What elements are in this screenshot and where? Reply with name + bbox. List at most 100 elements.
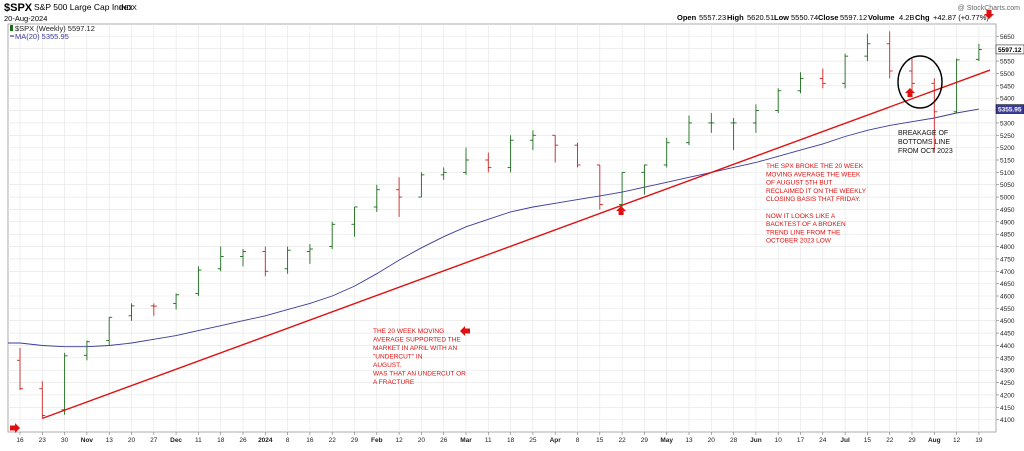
annotation-line: A FRACTURE bbox=[373, 379, 415, 386]
y-tick-label: 4250 bbox=[1000, 380, 1015, 387]
ohlc-bar bbox=[284, 246, 291, 274]
low-value: 5550.74 bbox=[791, 13, 818, 22]
y-tick-label: 4200 bbox=[1000, 392, 1015, 399]
ohlc-bar bbox=[217, 246, 224, 272]
annotation-line: MARKET IN APRIL WITH AN bbox=[373, 345, 457, 352]
price-tag-box bbox=[995, 104, 1024, 114]
x-tick-label: 20 bbox=[128, 437, 136, 444]
legend-ma: MA(20) 5355.95 bbox=[15, 32, 69, 41]
ohlc-bar bbox=[686, 115, 692, 146]
annotation-line: AUGUST. bbox=[373, 362, 401, 369]
ohlc-bar bbox=[641, 164, 648, 195]
annotation-line: MOVING AVERAGE THE WEEK bbox=[766, 171, 861, 178]
annotation-line: BREAKAGE OF bbox=[898, 130, 948, 137]
x-tick-label: Jul bbox=[840, 437, 850, 444]
x-tick-label: 8 bbox=[576, 437, 580, 444]
annotation-line: AVERAGE SUPPORTED THE bbox=[373, 337, 461, 344]
annotation-line: RECLAIMED IT ON THE WEEKLY bbox=[766, 188, 867, 195]
y-tick-label: 4100 bbox=[1000, 417, 1015, 424]
ohlc-bar bbox=[574, 142, 581, 168]
x-tick-label: 16 bbox=[16, 437, 24, 444]
y-axis: 4100 4150 4200 4250 4300 4350 4400 4450 4500 4550… bbox=[996, 34, 1015, 424]
annotation-line: OCTOBER 2023 LOW bbox=[766, 238, 832, 245]
x-tick-label: 12 bbox=[395, 437, 403, 444]
trend-line-group bbox=[42, 69, 991, 420]
ohlc-bar bbox=[173, 293, 180, 310]
ohlc-bar bbox=[797, 72, 804, 94]
x-tick-label: 26 bbox=[440, 437, 448, 444]
ohlc-bar bbox=[373, 184, 380, 212]
ohlc-summary: Open 5557.23 High 5620.51 Low 5550.74 Cl… bbox=[677, 13, 989, 22]
breakdown-circle bbox=[897, 55, 943, 109]
volume-value: 4.2B bbox=[899, 13, 914, 22]
price-tag-label: 5597.12 bbox=[998, 47, 1022, 54]
x-tick-label: Feb bbox=[371, 437, 383, 444]
low-label: Low bbox=[774, 13, 789, 22]
plot-frame bbox=[7, 23, 997, 433]
annotation-line: BACKTEST OF A BROKEN bbox=[766, 221, 846, 228]
x-tick-label: Dec bbox=[170, 437, 182, 444]
ohlc-bar bbox=[195, 266, 202, 296]
y-tick-label: 4550 bbox=[1000, 306, 1015, 313]
x-tick-label: 8 bbox=[286, 437, 290, 444]
ohlc-bar bbox=[775, 88, 782, 114]
index-name: S&P 500 Large Cap Index bbox=[34, 2, 133, 12]
x-tick-label: 22 bbox=[886, 437, 894, 444]
x-tick-label: 15 bbox=[596, 437, 604, 444]
x-tick-label: Jun bbox=[750, 437, 762, 444]
price-tags: 5597.12 5355.95 bbox=[995, 44, 1024, 114]
chg-value: +42.87 (+0.77%) bbox=[933, 13, 989, 22]
ohlc-bar bbox=[106, 316, 113, 346]
ohlc-bar bbox=[864, 33, 871, 62]
annotation-line: THE 20 WEEK MOVING bbox=[373, 328, 444, 335]
x-tick-label: Mar bbox=[460, 437, 472, 444]
ohlc-bar bbox=[262, 246, 269, 277]
ohlc-bar bbox=[150, 303, 157, 316]
x-tick-label: 16 bbox=[306, 437, 314, 444]
x-tick-label: 12 bbox=[953, 437, 961, 444]
x-tick-label: Nov bbox=[81, 437, 94, 444]
date-label: 20-Aug-2024 bbox=[4, 14, 47, 23]
ohlc-bar bbox=[396, 177, 403, 217]
x-tick-label: 22 bbox=[329, 437, 337, 444]
annotation-line: NOW IT LOOKS LIKE A bbox=[766, 213, 836, 220]
ohlc-bar bbox=[83, 340, 90, 361]
ohlc-bar bbox=[730, 117, 737, 151]
price-tag-label: 5355.95 bbox=[998, 107, 1022, 114]
volume-label: Volume bbox=[868, 13, 895, 22]
y-tick-label: 5550 bbox=[1000, 59, 1015, 66]
x-tick-label: 2024 bbox=[258, 437, 273, 444]
legend: $SPX (Weekly) 5597.12 MA(20) 5355.95 bbox=[10, 24, 95, 41]
x-axis: 16 23 30 Nov 13 20 27 Dec 11 18 26 2024 8 16 22 29 Feb 12… bbox=[16, 432, 983, 444]
x-tick-label: 11 bbox=[485, 437, 492, 444]
ohlc-bar bbox=[663, 137, 670, 168]
y-tick-label: 4800 bbox=[1000, 244, 1015, 251]
y-tick-label: 5100 bbox=[1000, 170, 1015, 177]
ohlc-bar bbox=[329, 221, 336, 250]
annotation-line: FROM OCT 2023 bbox=[898, 148, 953, 155]
annotation-line: CLOSING BASIS THAT FRIDAY. bbox=[766, 196, 861, 203]
y-tick-label: 5250 bbox=[1000, 133, 1015, 140]
arrow-breakage bbox=[905, 88, 915, 97]
y-tick-label: 4600 bbox=[1000, 294, 1015, 301]
symbol-label: $SPX bbox=[4, 2, 33, 14]
y-tick-label: 5650 bbox=[1000, 34, 1015, 41]
x-tick-label: Apr bbox=[550, 437, 562, 444]
ohlc-bar bbox=[529, 130, 536, 151]
y-tick-label: 5000 bbox=[1000, 195, 1015, 202]
x-tick-label: 20 bbox=[418, 437, 426, 444]
y-tick-label: 4400 bbox=[1000, 343, 1015, 350]
y-tick-label: 4450 bbox=[1000, 331, 1015, 338]
y-tick-label: 5300 bbox=[1000, 120, 1015, 127]
ohlc-bar bbox=[485, 152, 492, 173]
y-tick-label: 5400 bbox=[1000, 96, 1015, 103]
y-tick-label: 5200 bbox=[1000, 145, 1015, 152]
arrow-current bbox=[984, 10, 994, 19]
y-tick-label: 5050 bbox=[1000, 182, 1015, 189]
open-value: 5557.23 bbox=[699, 13, 726, 22]
y-tick-label: 4900 bbox=[1000, 219, 1015, 226]
